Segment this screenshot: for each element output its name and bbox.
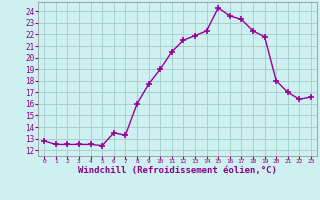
X-axis label: Windchill (Refroidissement éolien,°C): Windchill (Refroidissement éolien,°C) bbox=[78, 166, 277, 175]
